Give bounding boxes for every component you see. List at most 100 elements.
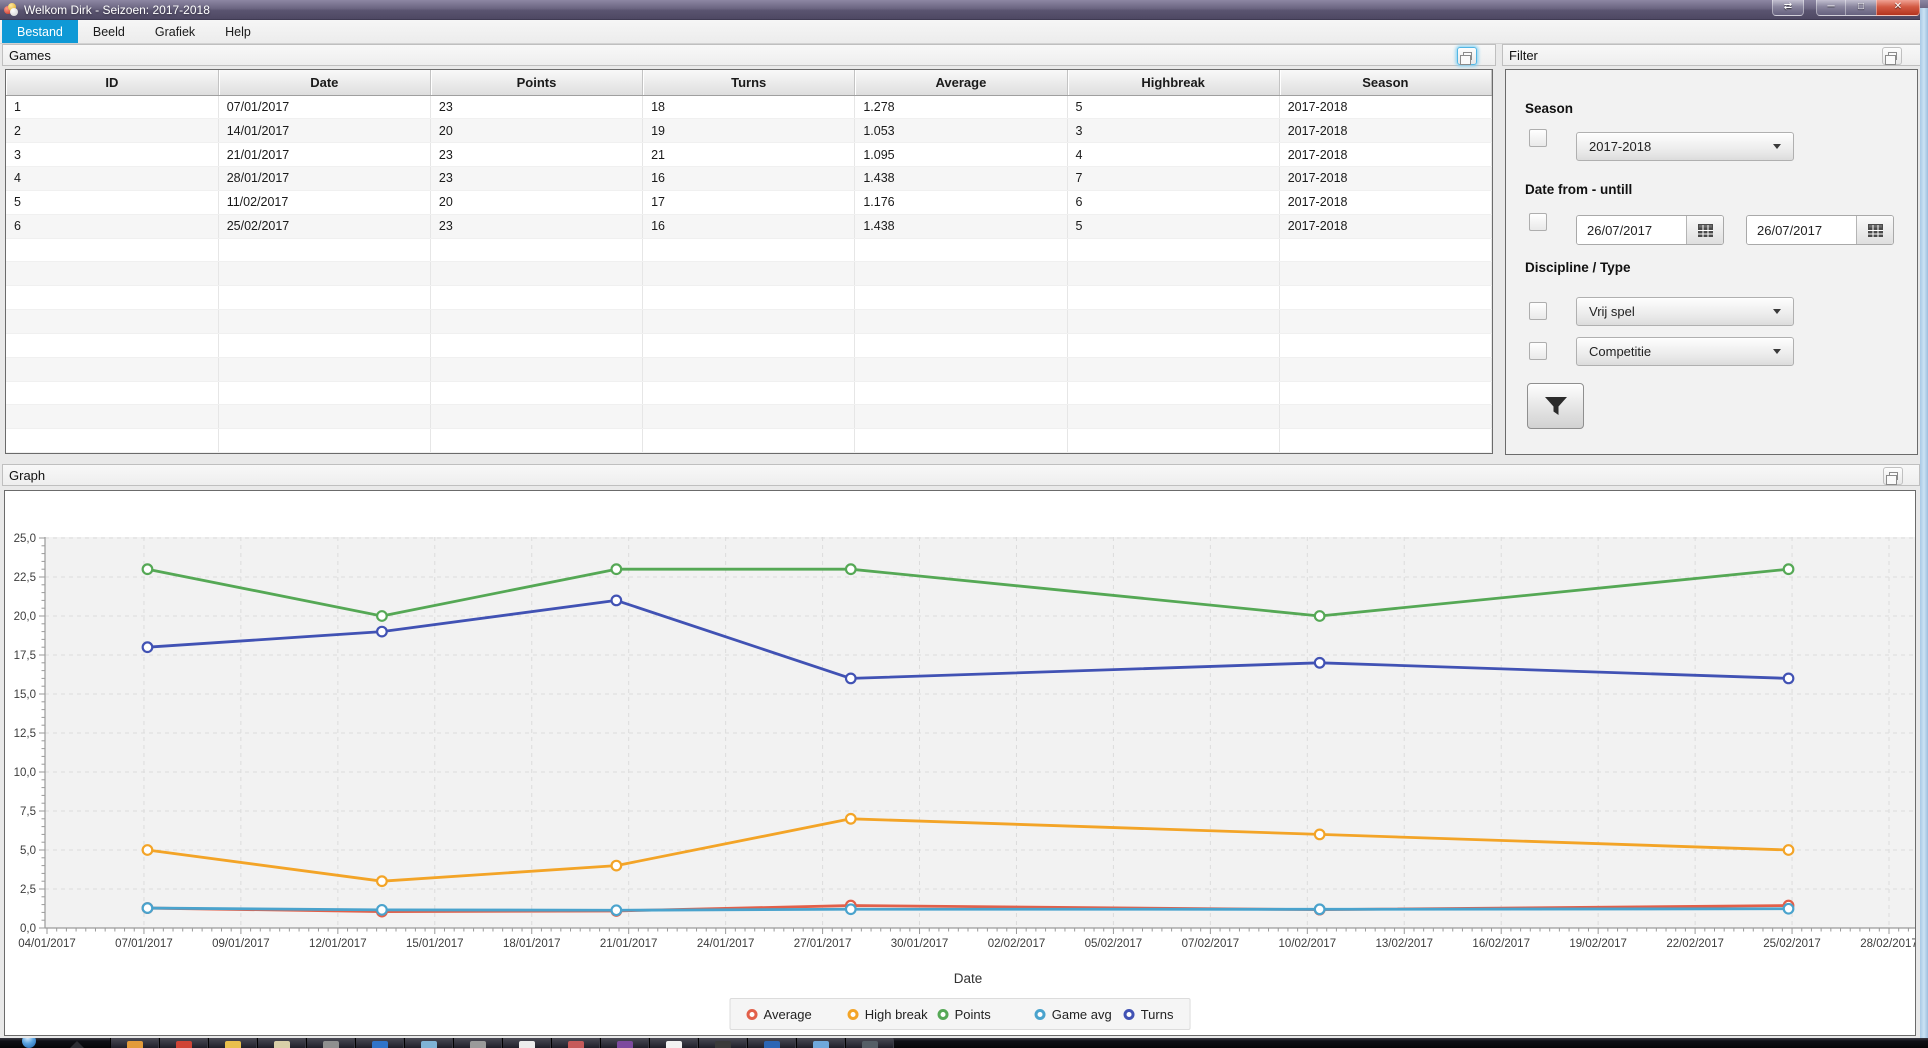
table-cell[interactable]: 1.438 [854,166,1068,191]
taskbar-app-button[interactable] [404,1038,453,1048]
table-cell[interactable]: 28/01/2017 [218,166,431,191]
taskbar-app-button[interactable] [698,1038,747,1048]
maximize-button[interactable]: □ [1846,0,1876,16]
column-header-highbreak[interactable]: Highbreak [1067,70,1280,96]
table-cell[interactable]: 5 [1067,214,1280,239]
taskbar-app-button[interactable] [551,1038,600,1048]
taskbar-app-button[interactable] [355,1038,404,1048]
table-cell[interactable]: 7 [1067,166,1280,191]
table-cell[interactable]: 16 [642,166,856,191]
table-cell[interactable]: 3 [1067,118,1280,144]
table-cell[interactable]: 19 [642,118,856,144]
table-cell[interactable]: 23 [430,95,644,120]
column-header-season[interactable]: Season [1279,70,1492,96]
table-cell[interactable]: 2017-2018 [1279,142,1492,168]
show-hidden-icons-arrow[interactable] [70,1041,84,1048]
date-from-value[interactable]: 26/07/2017 [1577,216,1686,244]
table-cell[interactable]: 5 [1067,95,1280,120]
table-row[interactable]: 1 07/01/2017 23 18 1.278 5 2017-2018 [6,95,1492,120]
taskbar-app-button[interactable] [453,1038,502,1048]
taskbar-app-button[interactable] [649,1038,698,1048]
menu-item-bestand[interactable]: Bestand [2,20,78,43]
table-cell[interactable]: 2017-2018 [1279,95,1492,120]
type-select[interactable]: Competitie [1576,337,1794,366]
date-to-calendar-button[interactable] [1856,216,1893,244]
window-titlebar[interactable]: Welkom Dirk - Seizoen: 2017-2018 ⇄ ─ □ ✕ [0,0,1928,20]
taskbar-app-button[interactable] [747,1038,796,1048]
table-cell[interactable]: 2017-2018 [1279,214,1492,239]
table-cell[interactable]: 17 [642,190,856,215]
menu-item-grafiek[interactable]: Grafiek [154,24,196,39]
table-cell[interactable]: 1.438 [854,214,1068,239]
table-cell[interactable]: 21 [642,142,856,168]
taskbar-app-button[interactable] [845,1038,894,1048]
table-cell[interactable]: 23 [430,214,644,239]
table-cell[interactable]: 2017-2018 [1279,190,1492,215]
taskbar-app-button[interactable] [796,1038,845,1048]
taskbar-app-button[interactable] [159,1038,208,1048]
column-header-date[interactable]: Date [218,70,431,96]
discipline-select[interactable]: Vrij spel [1576,297,1794,326]
table-cell[interactable]: 23 [430,142,644,168]
season-select[interactable]: 2017-2018 [1576,132,1794,161]
date-from-calendar-button[interactable] [1686,216,1723,244]
table-row[interactable]: 4 28/01/2017 23 16 1.438 7 2017-2018 [6,166,1492,191]
table-cell[interactable]: 4 [6,166,219,191]
table-row[interactable]: 6 25/02/2017 23 16 1.438 5 2017-2018 [6,214,1492,239]
date-to-value[interactable]: 26/07/2017 [1747,216,1856,244]
menu-item-help[interactable]: Help [225,24,251,39]
table-cell[interactable]: 2017-2018 [1279,166,1492,191]
start-button[interactable] [22,1038,36,1048]
table-cell[interactable]: 21/01/2017 [218,142,431,168]
minimize-button[interactable]: ─ [1816,0,1846,16]
table-cell[interactable]: 07/01/2017 [218,95,431,120]
close-button[interactable]: ✕ [1876,0,1920,16]
taskbar-app-button[interactable] [502,1038,551,1048]
date-from-field[interactable]: 26/07/2017 [1576,215,1724,245]
type-checkbox[interactable] [1529,342,1547,360]
menu-item-beeld[interactable]: Beeld [92,24,125,39]
taskbar-app-button[interactable] [110,1038,159,1048]
table-cell[interactable]: 20 [430,190,644,215]
table-cell[interactable]: 6 [6,214,219,239]
taskbar-app-button[interactable] [306,1038,355,1048]
table-cell[interactable]: 1.176 [854,190,1068,215]
apply-filter-button[interactable] [1527,383,1584,429]
table-cell[interactable]: 6 [1067,190,1280,215]
date-range-checkbox[interactable] [1529,213,1547,231]
taskbar-app-button[interactable] [600,1038,649,1048]
table-row[interactable]: 5 11/02/2017 20 17 1.176 6 2017-2018 [6,190,1492,215]
filter-undock-button[interactable] [1882,47,1902,65]
table-cell[interactable]: 3 [6,142,219,168]
column-header-id[interactable]: ID [6,70,219,96]
graph-undock-button[interactable] [1883,467,1903,485]
table-cell[interactable]: 4 [1067,142,1280,168]
discipline-checkbox[interactable] [1529,302,1547,320]
table-cell[interactable]: 1.278 [854,95,1068,120]
games-undock-button[interactable] [1457,47,1477,65]
table-cell[interactable]: 25/02/2017 [218,214,431,239]
table-cell[interactable]: 16 [642,214,856,239]
table-cell[interactable]: 23 [430,166,644,191]
table-cell[interactable]: 20 [430,118,644,144]
table-cell[interactable]: 1 [6,95,219,120]
column-header-average[interactable]: Average [854,70,1068,96]
column-header-points[interactable]: Points [430,70,644,96]
table-cell[interactable]: 14/01/2017 [218,118,431,144]
season-checkbox[interactable] [1529,129,1547,147]
column-header-turns[interactable]: Turns [642,70,856,96]
table-cell[interactable]: 5 [6,190,219,215]
table-cell[interactable]: 11/02/2017 [218,190,431,215]
taskbar-app-button[interactable] [257,1038,306,1048]
table-row[interactable]: 3 21/01/2017 23 21 1.095 4 2017-2018 [6,142,1492,168]
date-to-field[interactable]: 26/07/2017 [1746,215,1894,245]
taskbar[interactable] [0,1038,1928,1048]
swap-arrows-button[interactable]: ⇄ [1772,0,1804,16]
table-cell[interactable]: 2017-2018 [1279,118,1492,144]
table-cell[interactable]: 1.053 [854,118,1068,144]
table-cell[interactable]: 1.095 [854,142,1068,168]
taskbar-app-button[interactable] [208,1038,257,1048]
table-cell[interactable]: 2 [6,118,219,144]
table-cell[interactable]: 18 [642,95,856,120]
table-row[interactable]: 2 14/01/2017 20 19 1.053 3 2017-2018 [6,118,1492,144]
